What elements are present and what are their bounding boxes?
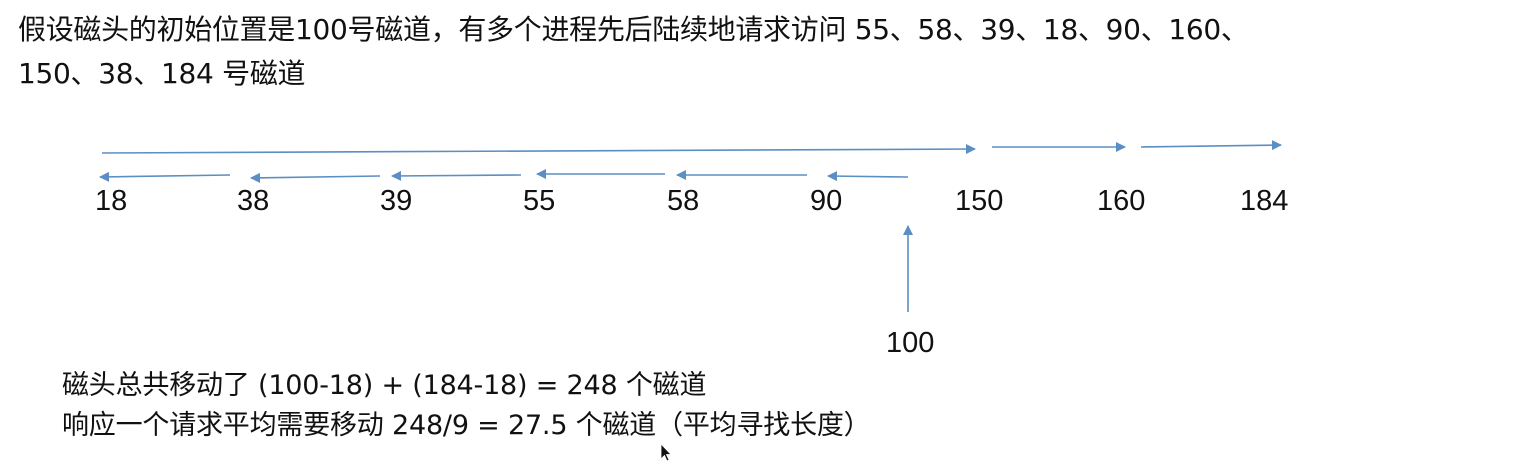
start-position-label: 100	[886, 327, 934, 359]
track-label-160: 160	[1097, 185, 1145, 217]
seek-arrow-55-to-39	[391, 170, 522, 181]
track-label-55: 55	[523, 185, 555, 217]
problem-statement: 假设磁头的初始位置是100号磁道，有多个进程先后陆续地请求访问 55、58、39…	[18, 8, 1528, 96]
seek-arrow-100-to-90	[827, 171, 909, 182]
problem-line-1: 假设磁头的初始位置是100号磁道，有多个进程先后陆续地请求访问 55、58、39…	[18, 13, 1249, 46]
track-label-58: 58	[667, 185, 699, 217]
mouse-cursor-icon	[660, 444, 672, 461]
calculation-summary: 磁头总共移动了 (100-18) + (184-18) = 248 个磁道 响应…	[62, 366, 871, 446]
track-label-150: 150	[955, 185, 1003, 217]
problem-line-2: 150、38、184 号磁道	[18, 57, 306, 90]
average-seek-line: 响应一个请求平均需要移动 248/9 = 27.5 个磁道（平均寻找长度）	[62, 410, 871, 441]
track-label-184: 184	[1240, 185, 1288, 217]
seek-arrow-18-to-150	[101, 144, 976, 155]
track-label-39: 39	[380, 185, 412, 217]
track-label-38: 38	[237, 185, 269, 217]
track-label-90: 90	[810, 185, 842, 217]
seek-arrow-38-to-18	[99, 171, 231, 182]
total-movement-line: 磁头总共移动了 (100-18) + (184-18) = 248 个磁道	[62, 370, 707, 401]
track-label-18: 18	[95, 185, 127, 217]
seek-arrow-160-to-184	[1140, 140, 1282, 151]
seek-arrow-39-to-38	[250, 172, 381, 183]
